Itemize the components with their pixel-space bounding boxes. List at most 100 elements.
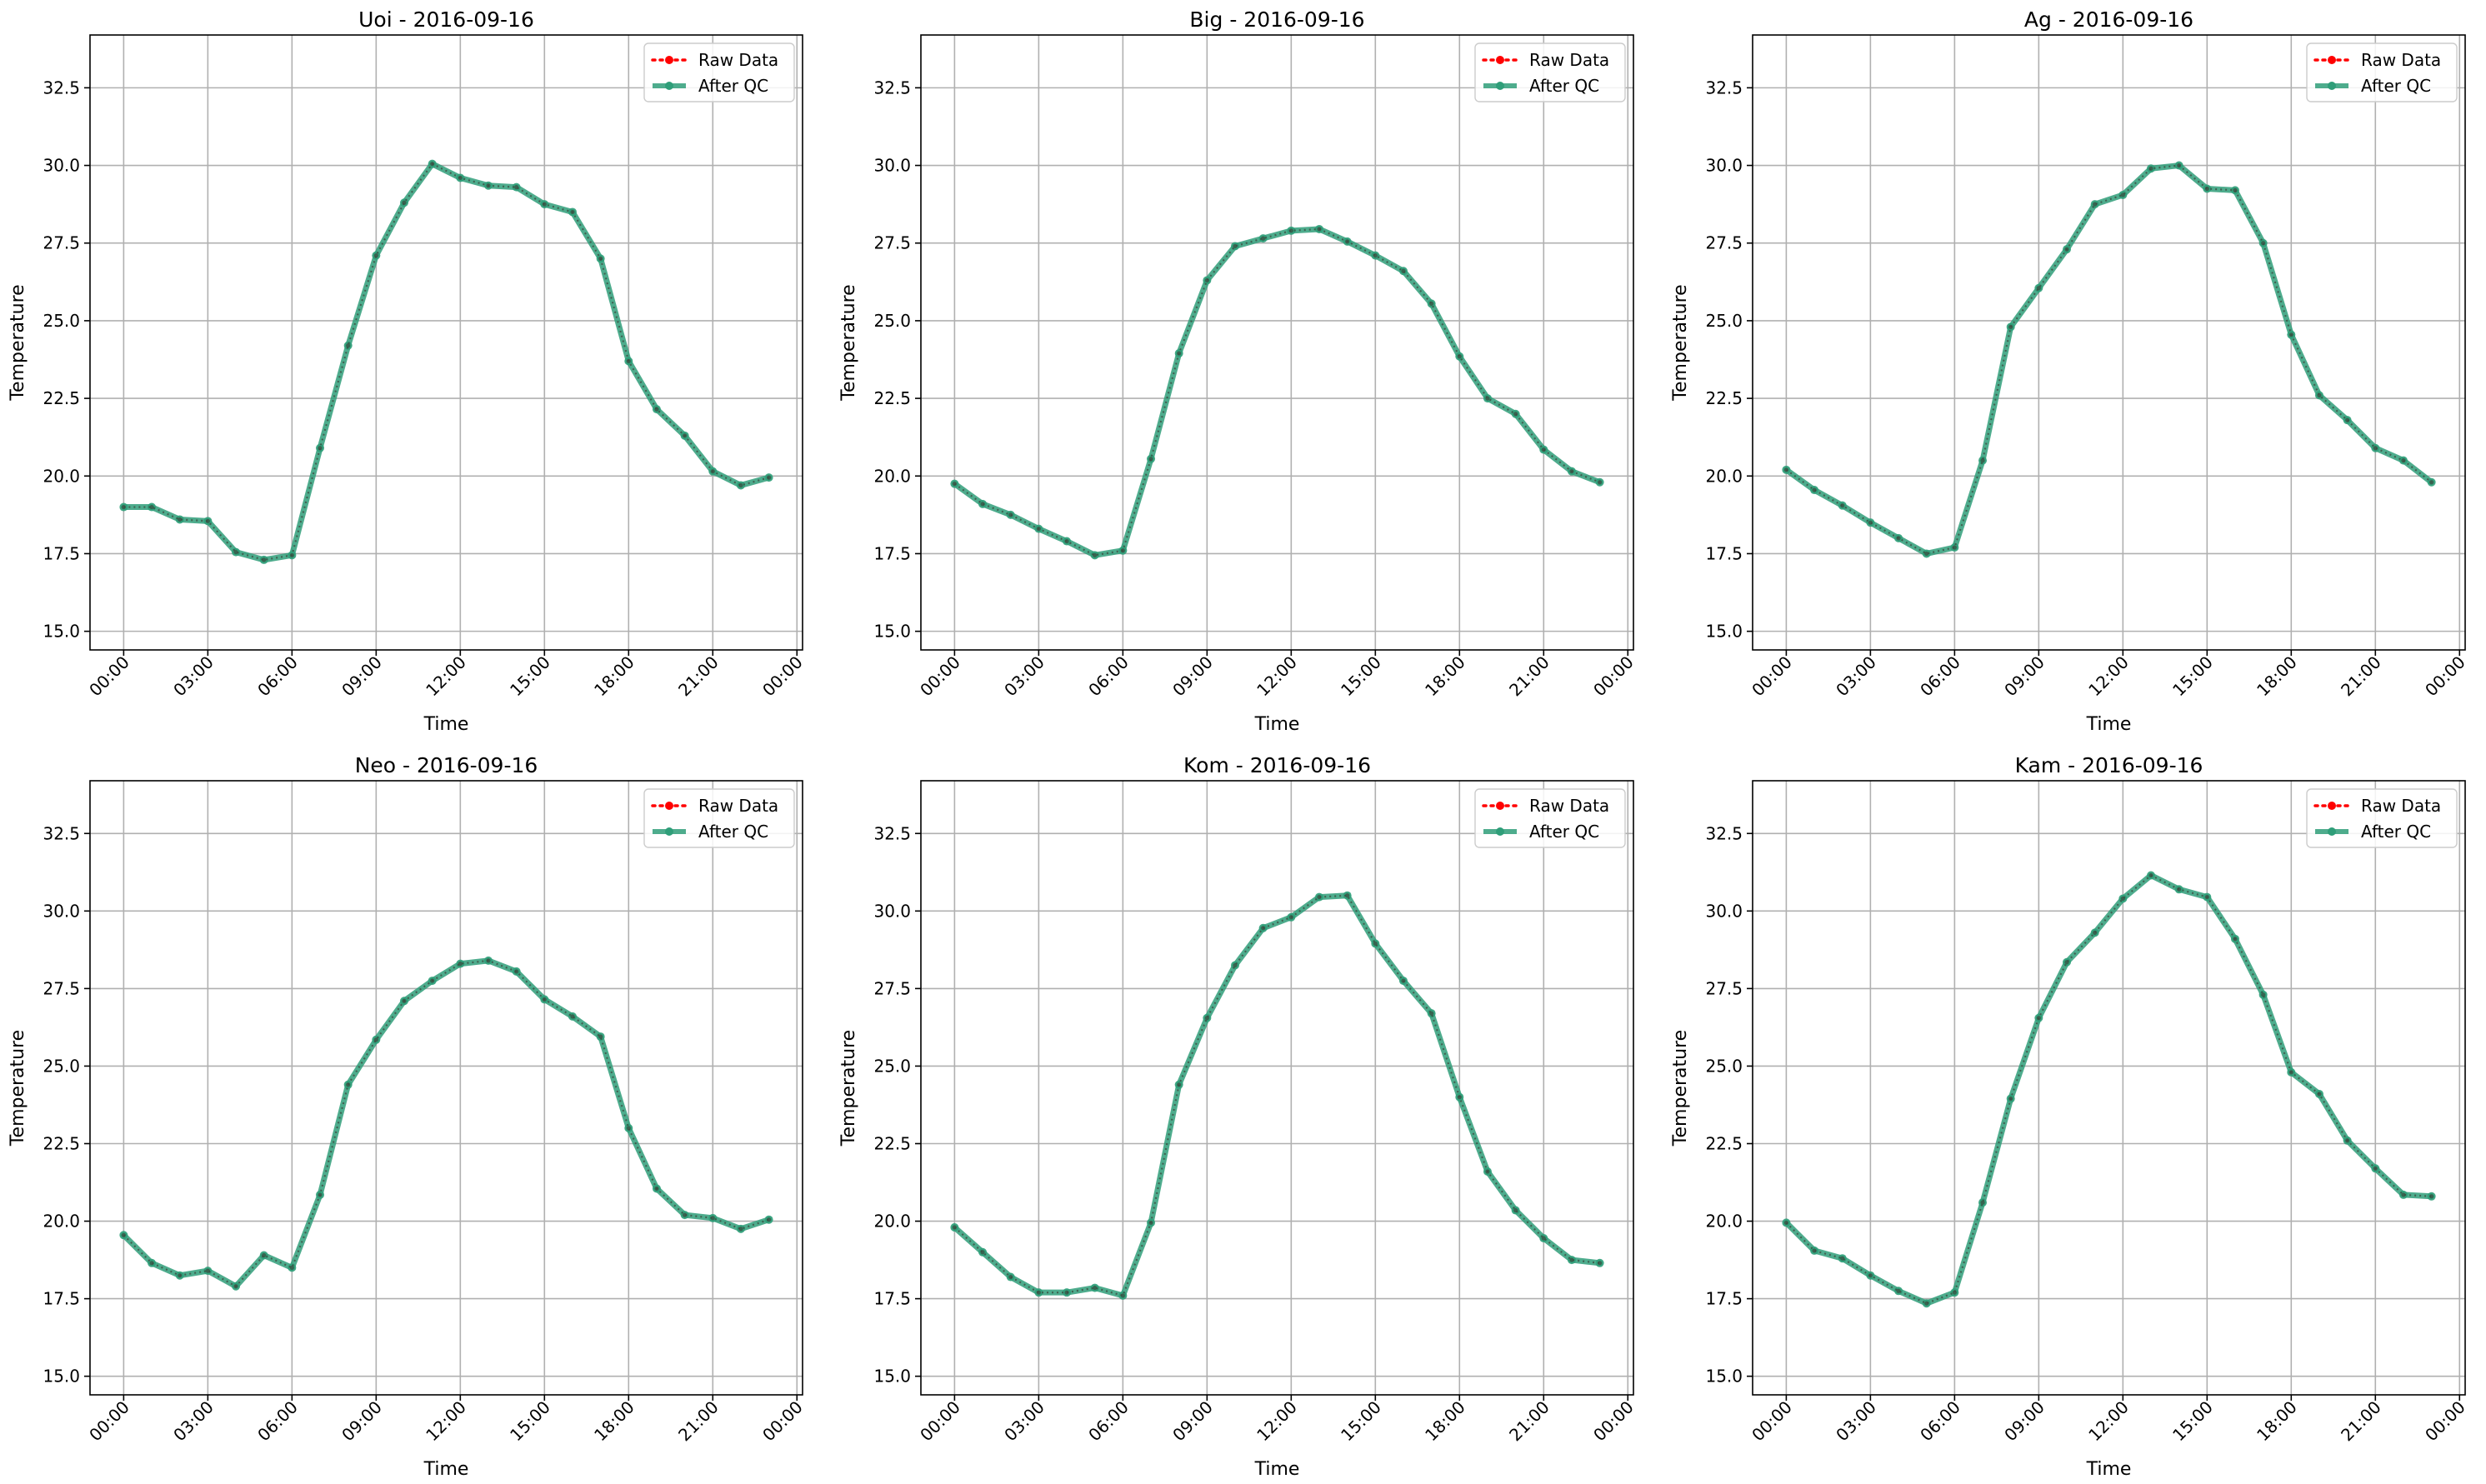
point-raw-data — [1064, 538, 1069, 544]
x-tick-label: 00:00 — [1748, 1397, 1796, 1446]
point-raw-data — [598, 1034, 603, 1039]
point-raw-data — [178, 517, 183, 522]
point-raw-data — [952, 481, 957, 487]
point-raw-data — [1036, 527, 1041, 532]
legend-label-after-qc: After QC — [698, 822, 768, 842]
point-raw-data — [542, 997, 547, 1002]
x-tick-label: 00:00 — [1589, 1397, 1638, 1446]
legend-marker-after-qc — [2328, 82, 2336, 90]
x-tick-label: 18:00 — [2253, 652, 2301, 701]
point-raw-data — [2008, 1096, 2013, 1102]
point-raw-data — [2008, 324, 2013, 329]
point-raw-data — [1485, 396, 1490, 401]
series-line-after-qc — [1783, 162, 2435, 557]
point-raw-data — [2204, 186, 2209, 192]
y-tick-label: 32.5 — [43, 823, 80, 843]
point-raw-data — [2317, 392, 2322, 397]
axes-frame — [920, 34, 1634, 651]
point-raw-data — [1288, 915, 1293, 920]
legend-label-after-qc: After QC — [1529, 822, 1599, 842]
x-tick-label: 09:00 — [2000, 652, 2048, 701]
point-raw-data — [1177, 351, 1182, 356]
point-raw-data — [1204, 1016, 1209, 1021]
x-tick-label: 00:00 — [758, 652, 807, 701]
point-raw-data — [1541, 1236, 1546, 1241]
point-raw-data — [1036, 1290, 1041, 1295]
grid — [921, 781, 1633, 1395]
point-raw-data — [1868, 1273, 1873, 1278]
point-raw-data — [346, 343, 351, 348]
legend: Raw Data After QC — [1474, 42, 1626, 102]
y-tick-label: 25.0 — [1705, 1056, 1743, 1076]
legend: Raw Data After QC — [643, 42, 795, 102]
point-raw-data — [402, 200, 407, 205]
point-raw-data — [1952, 545, 1957, 550]
x-tick-label: 18:00 — [590, 1397, 638, 1446]
legend-marker-after-qc — [1496, 827, 1504, 836]
y-tick-label: 27.5 — [1705, 978, 1743, 998]
legend-label-raw-data: Raw Data — [698, 796, 778, 816]
x-tick-label: 00:00 — [1589, 652, 1638, 701]
point-raw-data — [1569, 469, 1574, 474]
x-tick-label: 03:00 — [169, 652, 218, 701]
subplot-2: 15.0 17.5 20.0 22.5 25.0 27.5 30.0 32.5 00:00 03:… — [838, 7, 1638, 735]
x-tick-label: 18:00 — [590, 652, 638, 701]
point-raw-data — [149, 1261, 154, 1266]
y-tick-label: 32.5 — [873, 77, 911, 97]
x-tick-label: 12:00 — [2084, 1397, 2133, 1446]
axes-frame — [89, 34, 803, 651]
legend-marker-raw-data — [2328, 56, 2336, 64]
y-tick-label: 32.5 — [43, 77, 80, 97]
y-tick-label: 15.0 — [1705, 1367, 1743, 1387]
y-tick-label: 17.5 — [43, 543, 80, 563]
legend-label-raw-data: Raw Data — [2361, 796, 2441, 816]
x-axis-label: Time — [423, 1459, 469, 1480]
point-raw-data — [2036, 1016, 2041, 1021]
x-tick-label: 03:00 — [1000, 1397, 1048, 1446]
x-tick-label: 15:00 — [506, 652, 554, 701]
point-raw-data — [1317, 227, 1322, 232]
series-line-raw-data — [123, 162, 769, 562]
point-raw-data — [1569, 1257, 1574, 1262]
legend-marker-after-qc — [2328, 827, 2336, 836]
point-raw-data — [1233, 243, 1238, 249]
point-raw-data — [2120, 192, 2125, 197]
point-raw-data — [514, 969, 519, 974]
x-tick-label: 00:00 — [758, 1397, 807, 1446]
point-raw-data — [289, 1265, 294, 1270]
y-tick-label: 25.0 — [873, 311, 911, 331]
point-raw-data — [2204, 894, 2209, 900]
x-tick-label: 03:00 — [1832, 1397, 1880, 1446]
x-tick-label: 06:00 — [253, 1397, 302, 1446]
x-tick-label: 09:00 — [338, 1397, 386, 1446]
x-axis-label: Time — [1254, 714, 1300, 735]
y-tick-label: 20.0 — [1705, 1212, 1743, 1232]
point-raw-data — [2093, 930, 2098, 935]
legend-marker-raw-data — [2328, 802, 2336, 810]
point-raw-data — [2064, 960, 2069, 965]
series-line-after-qc — [120, 161, 773, 563]
x-axis-label: Time — [1254, 1459, 1300, 1480]
y-tick-label: 22.5 — [873, 1134, 911, 1154]
point-raw-data — [1317, 894, 1322, 900]
axes-frame — [1752, 780, 2466, 1396]
point-raw-data — [149, 504, 154, 510]
x-tick-label: 00:00 — [85, 652, 133, 701]
point-raw-data — [1288, 228, 1293, 233]
point-raw-data — [458, 962, 463, 967]
legend-label-after-qc: After QC — [2361, 76, 2431, 96]
point-raw-data — [2148, 872, 2153, 878]
point-raw-data — [318, 1192, 323, 1197]
point-raw-data — [1924, 551, 1929, 557]
point-raw-data — [2429, 1194, 2434, 1199]
point-raw-data — [1513, 412, 1518, 417]
point-raw-data — [402, 998, 407, 1003]
y-tick-label: 27.5 — [43, 233, 80, 253]
point-raw-data — [1233, 962, 1238, 968]
point-raw-data — [626, 1126, 631, 1131]
point-raw-data — [2345, 417, 2350, 422]
subplot-title: Kam - 2016-09-16 — [2015, 753, 2203, 777]
point-raw-data — [2429, 480, 2434, 485]
x-axis-label: Time — [2086, 1459, 2132, 1480]
